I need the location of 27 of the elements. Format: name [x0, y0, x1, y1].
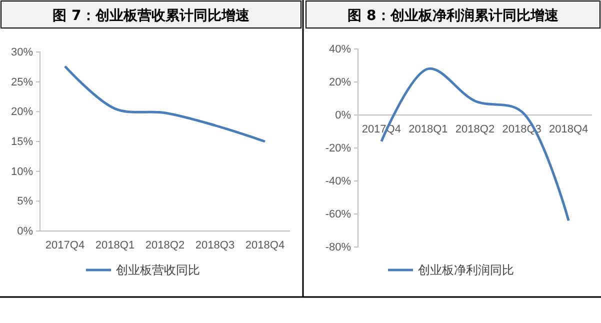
y-tick-label: 30%	[10, 46, 34, 59]
x-tick-label: 2018Q3	[195, 239, 235, 252]
x-tick-label: 2018Q4	[245, 239, 285, 252]
chart-title: 图 7：创业板营收累计同比增速	[52, 8, 250, 24]
y-tick-label: 20%	[10, 106, 34, 118]
y-tick-label: 40%	[328, 44, 352, 56]
x-tick-label: 2018Q1	[408, 123, 448, 136]
y-tick-label: 15%	[10, 136, 34, 148]
line-series	[64, 65, 266, 143]
legend-label: 创业板净利润同比	[418, 263, 514, 277]
y-tick-label: -60%	[325, 208, 352, 221]
x-tick-label: 2018Q2	[455, 123, 495, 136]
y-tick-label: 5%	[17, 196, 34, 208]
legend-label: 创业板营收同比	[116, 263, 200, 277]
x-tick-label: 2017Q4	[45, 239, 85, 252]
y-tick-label: 10%	[10, 166, 34, 178]
x-tick-label: 2018Q1	[95, 239, 135, 252]
y-tick-label: -20%	[325, 142, 352, 155]
x-tick-label: 2018Q4	[549, 123, 588, 136]
y-tick-label: 25%	[10, 76, 34, 88]
y-tick-label: 0%	[17, 226, 34, 238]
x-tick-label: 2018Q2	[145, 239, 185, 252]
y-tick-label: 20%	[328, 76, 352, 89]
y-tick-label: 0%	[335, 110, 352, 122]
y-tick-label: -80%	[325, 242, 352, 254]
y-tick-label: -40%	[325, 176, 352, 188]
chart-title: 图 8：创业板净利润累计同比增速	[348, 7, 560, 24]
